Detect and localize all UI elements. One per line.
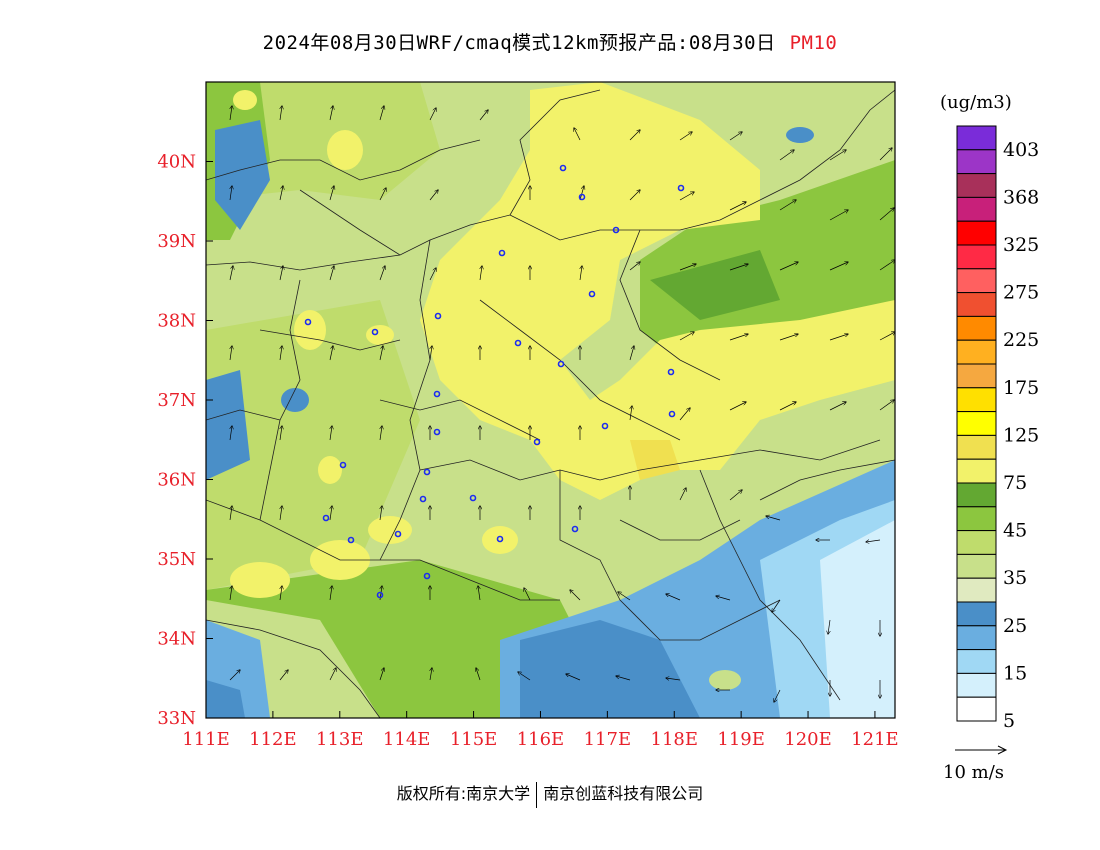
lat-tick-label: 40N — [157, 152, 196, 173]
legend-swatch — [956, 339, 997, 365]
chart-title: 2024年08月30日WRF/cmaq模式12km预报产品:08月30日 PM10 — [0, 28, 1100, 55]
lat-tick-label: 35N — [157, 549, 196, 570]
lon-tick-label: 114E — [383, 729, 431, 750]
legend-swatch — [956, 577, 997, 603]
legend-label: 175 — [1003, 377, 1039, 399]
lat-tick-label: 38N — [157, 311, 196, 332]
legend-colorbar — [956, 125, 997, 722]
legend-swatch — [956, 196, 997, 222]
wind-reference-arrowhead — [997, 745, 1008, 755]
legend-label: 125 — [1003, 424, 1039, 446]
legend-swatch — [956, 553, 997, 579]
legend-swatch — [956, 625, 997, 651]
legend-label: 15 — [1003, 662, 1027, 684]
title-variable: PM10 — [789, 32, 838, 54]
lat-tick-label: 33N — [157, 708, 196, 729]
lon-tick-label: 111E — [182, 729, 230, 750]
lon-tick-label: 116E — [517, 729, 565, 750]
legend-label: 325 — [1003, 234, 1039, 256]
boundary-lines — [206, 89, 895, 718]
legend-label: 403 — [1003, 139, 1039, 161]
lon-tick-label: 119E — [717, 729, 765, 750]
legend-label: 35 — [1003, 567, 1027, 589]
legend-swatch — [956, 363, 997, 389]
legend-labels: 403 368 325 275 225 175 125 75 45 35 25 15 5 — [1003, 139, 1039, 732]
latitude-axis: 33N 34N 35N 36N 37N 38N 39N 40N — [157, 152, 213, 729]
legend-swatch — [956, 411, 997, 436]
legend-swatch — [956, 506, 997, 532]
lat-tick-label: 39N — [157, 231, 196, 252]
legend-swatch — [956, 292, 997, 317]
legend-label: 368 — [1003, 186, 1039, 208]
wind-vectors — [230, 106, 895, 702]
legend-label: 275 — [1003, 282, 1039, 304]
lat-tick-label: 34N — [157, 629, 196, 650]
legend-swatch — [956, 125, 997, 151]
legend-swatch — [956, 387, 997, 413]
legend-label: 45 — [1003, 520, 1027, 542]
footer-divider — [536, 781, 538, 808]
legend-swatch — [956, 149, 997, 175]
lon-tick-label: 113E — [316, 729, 364, 750]
lon-tick-label: 112E — [249, 729, 297, 750]
lat-tick-label: 36N — [157, 470, 196, 491]
footer-copyright: 版权所有:南京大学 — [396, 784, 531, 803]
legend-swatch — [956, 458, 997, 484]
legend-swatch — [956, 173, 997, 198]
legend-swatch — [956, 268, 997, 294]
longitude-axis: 111E 112E 113E 114E 115E 116E 117E 118E 119E 120E… — [182, 711, 899, 750]
lon-tick-label: 117E — [584, 729, 632, 750]
legend-swatch — [956, 672, 997, 698]
lat-tick-label: 37N — [157, 390, 196, 411]
lon-tick-label: 120E — [784, 729, 832, 750]
pm10-field — [206, 82, 895, 718]
city-markers — [304, 164, 685, 599]
footer: 版权所有:南京大学 南京创蓝科技有限公司 — [0, 780, 1100, 808]
legend-swatch — [956, 530, 997, 555]
legend-swatch — [956, 482, 997, 508]
legend-swatch — [956, 601, 997, 627]
footer-company: 南京创蓝科技有限公司 — [543, 784, 704, 803]
legend-label: 75 — [1003, 472, 1027, 494]
legend-swatch — [956, 649, 997, 674]
lon-tick-label: 118E — [651, 729, 699, 750]
lon-tick-label: 115E — [450, 729, 498, 750]
legend-swatch — [956, 696, 997, 722]
lon-tick-label: 121E — [851, 729, 899, 750]
legend-swatch — [956, 434, 997, 460]
legend-swatch — [956, 220, 997, 246]
wind-reference-label: 10 m/s — [943, 762, 1004, 783]
title-prefix: 2024年08月30日WRF/cmaq模式12km预报产品:08月30日 — [262, 32, 776, 54]
legend-swatch — [956, 244, 997, 270]
legend-label: 5 — [1003, 710, 1015, 732]
legend-label: 25 — [1003, 615, 1027, 637]
legend-swatch — [956, 315, 997, 341]
legend-unit: (ug/m3) — [940, 92, 1012, 113]
legend-label: 225 — [1003, 329, 1039, 351]
